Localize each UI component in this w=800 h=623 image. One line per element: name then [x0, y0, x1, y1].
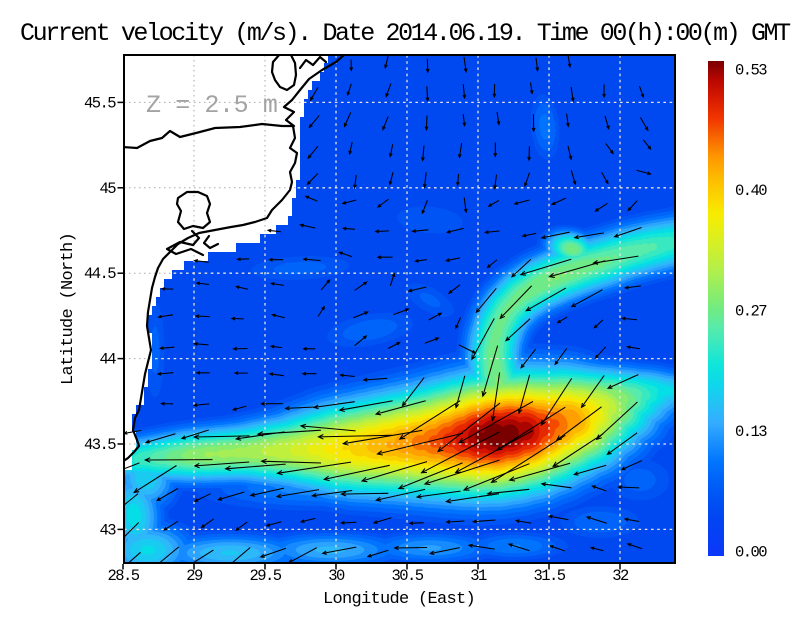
svg-text:45: 45: [99, 180, 116, 198]
svg-text:Longitude (East): Longitude (East): [323, 590, 475, 609]
svg-text:31.5: 31.5: [533, 567, 565, 585]
svg-text:30.5: 30.5: [391, 567, 423, 585]
svg-text:0.27: 0.27: [735, 302, 767, 320]
svg-text:44.5: 44.5: [84, 265, 116, 283]
svg-text:Latitude (North): Latitude (North): [59, 233, 78, 385]
svg-text:31: 31: [470, 567, 487, 585]
svg-text:29.5: 29.5: [249, 567, 281, 585]
svg-text:43.5: 43.5: [84, 436, 116, 454]
svg-text:0.13: 0.13: [735, 423, 767, 441]
svg-text:44: 44: [99, 351, 116, 369]
svg-text:0.40: 0.40: [735, 182, 767, 200]
svg-text:29: 29: [186, 567, 203, 585]
svg-text:30: 30: [328, 567, 345, 585]
svg-text:0.00: 0.00: [735, 543, 767, 561]
svg-text:0.53: 0.53: [735, 61, 767, 79]
svg-text:32: 32: [612, 567, 629, 585]
svg-text:Z = 2.5 m: Z = 2.5 m: [146, 91, 277, 120]
svg-text:Current velocity (m/s). Date 2: Current velocity (m/s). Date 2014.06.19.…: [20, 19, 791, 48]
svg-text:45.5: 45.5: [84, 94, 116, 112]
svg-text:28.5: 28.5: [107, 567, 139, 585]
svg-text:43: 43: [99, 521, 116, 539]
